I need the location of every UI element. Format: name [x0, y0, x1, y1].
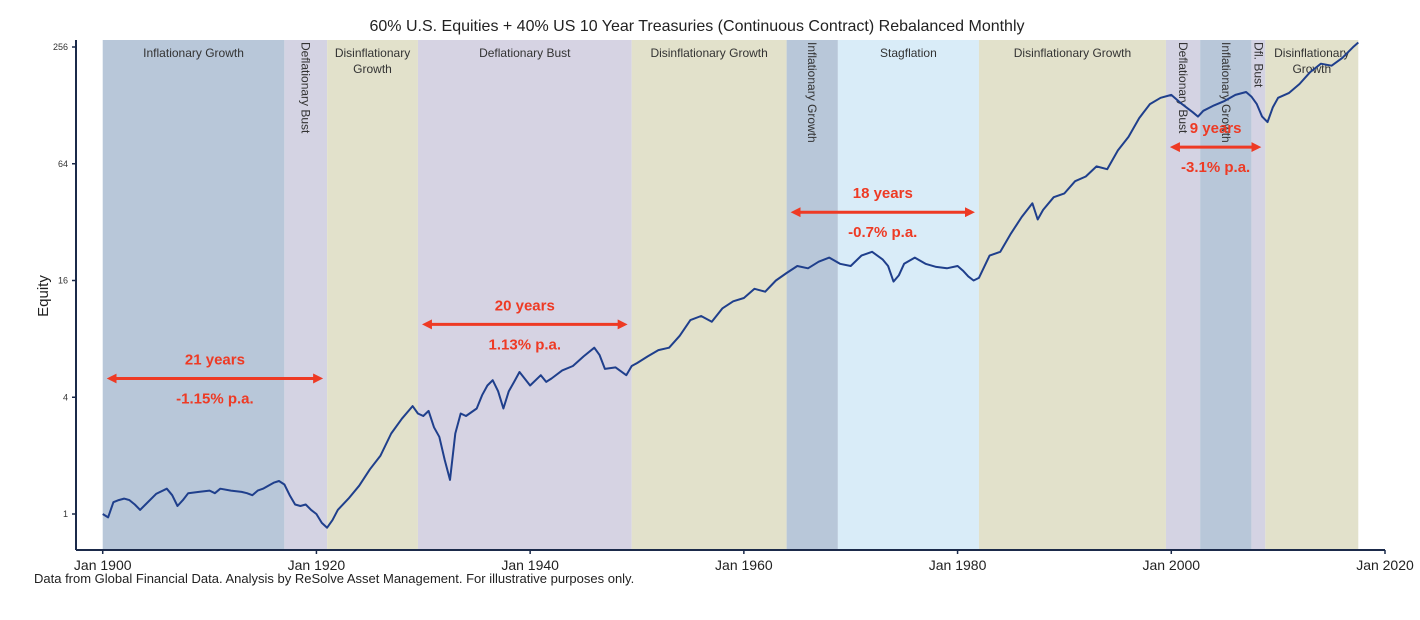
regime-label: Disinflationary Growth [335, 46, 410, 76]
chart-title: 60% U.S. Equities + 40% US 10 Year Treas… [369, 18, 1024, 35]
regime-band [786, 40, 838, 550]
y-tick-label: 256 [53, 42, 68, 52]
equity-line-layer [102, 41, 1359, 529]
regime-labels: Inflationary Growth Deflationary Bust Disi… [143, 42, 1349, 143]
regime-label: Stagflation [880, 46, 937, 60]
y-axis-label: Equity [35, 275, 52, 317]
regime-label: Deflationary Bust [1176, 42, 1190, 134]
annotation-years: 18 years [853, 185, 913, 202]
annotation-rate: -1.15% p.a. [176, 390, 254, 407]
regime-band [102, 40, 285, 550]
x-tick-label: Jan 1980 [929, 557, 987, 573]
annotation-rate: -3.1% p.a. [1181, 159, 1250, 176]
x-tick-label: Jan 2020 [1356, 557, 1414, 573]
regime-label: Inflationary Growth [143, 46, 244, 60]
regime-band [631, 40, 787, 550]
regime-band [327, 40, 418, 550]
regime-band [978, 40, 1166, 550]
annotation-rate: -0.7% p.a. [848, 224, 917, 241]
x-tick-label: Jan 1920 [288, 557, 346, 573]
footnote: Data from Global Financial Data. Analysi… [34, 571, 635, 586]
regime-bands [102, 40, 1359, 550]
equity-line [102, 41, 1359, 529]
y-tick-label: 64 [58, 159, 68, 169]
regime-band [837, 40, 979, 550]
y-tick-label: 4 [63, 392, 68, 402]
regime-band [1200, 40, 1252, 550]
regime-label: Deflationary Bust [479, 46, 571, 60]
regime-label: Deflationary Bust [299, 42, 313, 134]
x-tick-label: Jan 1900 [74, 557, 132, 573]
y-tick-label: 16 [58, 276, 68, 286]
regime-label: Inflationary Growth [805, 42, 819, 143]
regime-band [1165, 40, 1201, 550]
axes: 1 4 16 64 256 Jan 1900 Jan 1920 Jan 1940 Jan 196… [53, 40, 1414, 573]
regime-label: Inflationary Growth [1219, 42, 1233, 143]
regime-label: Dfl. Bust [1251, 42, 1265, 88]
x-tick-label: Jan 2000 [1142, 557, 1200, 573]
y-tick-label: 1 [63, 509, 68, 519]
x-tick-label: Jan 1960 [715, 557, 773, 573]
period-annotations: 21 years -1.15% p.a. 20 years 1.13% p.a. 18 … [106, 120, 1262, 407]
regime-label: Disinflationary Growth [650, 46, 767, 60]
annotation-years: 20 years [495, 297, 555, 314]
regime-band [1251, 40, 1266, 550]
annotation-rate: 1.13% p.a. [489, 336, 562, 353]
regime-band [284, 40, 328, 550]
regime-label: Disinflationary Growth [1274, 46, 1349, 76]
regime-label: Disinflationary Growth [1014, 46, 1131, 60]
annotation-years: 9 years [1190, 120, 1242, 137]
annotation-years: 21 years [185, 351, 245, 368]
x-tick-label: Jan 1940 [501, 557, 559, 573]
regime-band [417, 40, 632, 550]
regime-band [1265, 40, 1359, 550]
